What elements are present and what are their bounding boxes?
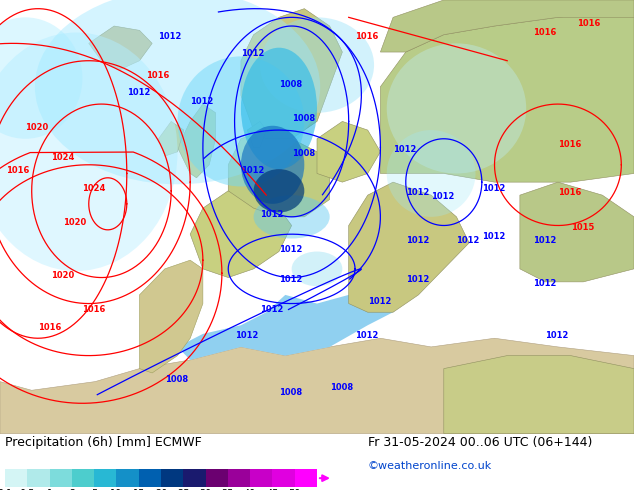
Text: ©weatheronline.co.uk: ©weatheronline.co.uk: [368, 461, 492, 471]
Ellipse shape: [387, 130, 476, 217]
Text: Fr 31-05-2024 00..06 UTC (06+144): Fr 31-05-2024 00..06 UTC (06+144): [368, 437, 592, 449]
Ellipse shape: [254, 195, 330, 239]
Polygon shape: [178, 282, 412, 360]
Text: 1020: 1020: [25, 123, 49, 132]
Text: 1016: 1016: [146, 71, 169, 80]
Polygon shape: [317, 122, 380, 182]
Text: 1020: 1020: [51, 270, 74, 279]
Bar: [161, 469, 183, 487]
Text: 1016: 1016: [533, 28, 556, 37]
Polygon shape: [190, 191, 292, 277]
Ellipse shape: [254, 169, 304, 213]
Text: 1016: 1016: [38, 322, 61, 332]
Text: 1012: 1012: [260, 210, 283, 219]
Bar: [94, 469, 117, 487]
Text: 1012: 1012: [235, 331, 258, 340]
Polygon shape: [380, 9, 634, 182]
Polygon shape: [241, 9, 342, 139]
Text: 1012: 1012: [241, 167, 264, 175]
Text: 1012: 1012: [482, 231, 505, 241]
Polygon shape: [380, 0, 634, 52]
Ellipse shape: [241, 126, 304, 204]
Polygon shape: [178, 104, 216, 178]
Bar: [117, 469, 139, 487]
Text: 1012: 1012: [127, 88, 150, 98]
Bar: [183, 469, 205, 487]
Bar: [273, 469, 295, 487]
Bar: [205, 469, 228, 487]
Text: 1008: 1008: [279, 80, 302, 89]
Text: 1012: 1012: [545, 331, 569, 340]
Text: 1024: 1024: [82, 184, 106, 193]
Bar: [228, 469, 250, 487]
Text: 1008: 1008: [292, 115, 314, 123]
Polygon shape: [247, 122, 266, 147]
Text: 1012: 1012: [279, 275, 302, 284]
Text: 1012: 1012: [482, 184, 505, 193]
Text: 1012: 1012: [355, 331, 378, 340]
Polygon shape: [444, 356, 634, 434]
Ellipse shape: [387, 44, 526, 173]
Polygon shape: [158, 122, 184, 156]
Text: 1016: 1016: [577, 19, 600, 28]
Text: 1012: 1012: [456, 236, 480, 245]
Text: 1012: 1012: [406, 275, 429, 284]
Text: Precipitation (6h) [mm] ECMWF: Precipitation (6h) [mm] ECMWF: [5, 437, 202, 449]
Text: 1012: 1012: [190, 97, 214, 106]
Text: 1012: 1012: [368, 296, 391, 306]
Polygon shape: [0, 338, 634, 434]
Text: 1012: 1012: [393, 145, 417, 154]
Polygon shape: [520, 182, 634, 282]
Text: 1012: 1012: [533, 279, 556, 288]
Text: 1012: 1012: [431, 193, 455, 201]
Bar: [5, 469, 27, 487]
Text: 1012: 1012: [406, 236, 429, 245]
Ellipse shape: [0, 32, 178, 271]
Bar: [49, 469, 72, 487]
Text: 1012: 1012: [279, 245, 302, 253]
Text: 1008: 1008: [279, 388, 302, 396]
Text: 1016: 1016: [558, 188, 581, 197]
Text: 1012: 1012: [406, 188, 429, 197]
Text: 1008: 1008: [330, 383, 353, 392]
Text: 1016: 1016: [558, 141, 581, 149]
Ellipse shape: [260, 17, 374, 113]
Text: 1016: 1016: [82, 305, 106, 314]
Ellipse shape: [241, 48, 317, 169]
Text: 1012: 1012: [158, 32, 182, 41]
Ellipse shape: [35, 0, 320, 184]
Polygon shape: [89, 26, 152, 70]
Text: 1012: 1012: [241, 49, 264, 58]
Text: 1020: 1020: [63, 219, 87, 227]
Text: 1015: 1015: [571, 223, 594, 232]
Text: 1024: 1024: [51, 153, 74, 163]
Bar: [27, 469, 49, 487]
Text: 1012: 1012: [533, 236, 556, 245]
Polygon shape: [139, 260, 203, 373]
Text: 1012: 1012: [260, 305, 283, 314]
Text: 1016: 1016: [355, 32, 378, 41]
Bar: [250, 469, 273, 487]
Ellipse shape: [292, 251, 342, 286]
Bar: [295, 469, 317, 487]
Ellipse shape: [178, 56, 304, 187]
Polygon shape: [349, 182, 469, 312]
Text: 1016: 1016: [6, 167, 30, 175]
Polygon shape: [228, 130, 330, 217]
Text: 1008: 1008: [292, 149, 314, 158]
Ellipse shape: [0, 17, 82, 139]
Bar: [72, 469, 94, 487]
Text: 1008: 1008: [165, 375, 188, 384]
Bar: [139, 469, 161, 487]
